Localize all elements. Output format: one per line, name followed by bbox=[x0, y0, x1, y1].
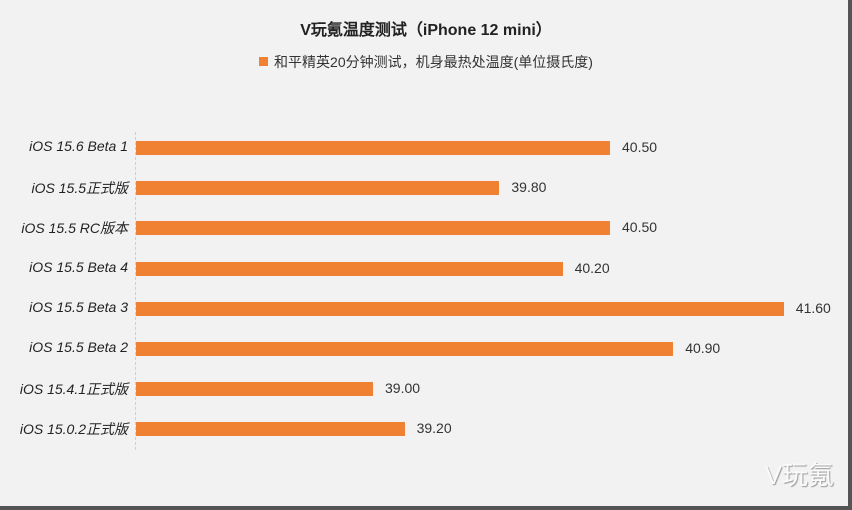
bar bbox=[136, 181, 500, 196]
value-label: 40.90 bbox=[685, 340, 721, 356]
value-label: 40.20 bbox=[574, 259, 610, 276]
watermark: V玩氪 bbox=[764, 460, 834, 490]
bar-row: iOS 15.5 RC版本 40.50 bbox=[0, 219, 852, 237]
legend: 和平精英20分钟测试，机身最热处温度(单位摄氏度) bbox=[0, 52, 852, 72]
value-label: 39.00 bbox=[385, 380, 421, 397]
bar bbox=[136, 382, 373, 397]
bar bbox=[136, 261, 563, 276]
bar-row: iOS 15.0.2正式版 39.20 bbox=[0, 420, 852, 438]
legend-swatch bbox=[259, 57, 269, 66]
bar bbox=[136, 141, 610, 155]
bar bbox=[136, 301, 784, 316]
category-label: iOS 15.5 Beta 4 bbox=[29, 258, 128, 275]
bar bbox=[136, 342, 674, 356]
value-label: 41.60 bbox=[795, 299, 831, 316]
legend-label: 和平精英20分钟测试，机身最热处温度(单位摄氏度) bbox=[274, 54, 593, 70]
chart-title: V玩氪温度测试（iPhone 12 mini） bbox=[300, 22, 552, 39]
category-label: iOS 15.5 Beta 2 bbox=[29, 339, 128, 355]
bar-row: iOS 15.5 Beta 3 41.60 bbox=[0, 298, 852, 317]
bar bbox=[136, 422, 405, 437]
category-label: iOS 15.4.1正式版 bbox=[19, 381, 128, 398]
category-label: iOS 15.6 Beta 1 bbox=[29, 138, 128, 154]
category-label: iOS 15.5正式版 bbox=[31, 180, 128, 197]
value-label: 40.50 bbox=[622, 139, 658, 155]
y-axis bbox=[135, 132, 136, 450]
bar-row: iOS 15.5 Beta 2 40.90 bbox=[0, 339, 852, 357]
value-label: 39.20 bbox=[416, 420, 452, 437]
bar bbox=[136, 221, 610, 236]
value-label: 39.80 bbox=[511, 179, 547, 196]
bar-row: iOS 15.5 Beta 4 40.20 bbox=[0, 258, 852, 277]
bar-row: iOS 15.5正式版 39.80 bbox=[0, 179, 852, 197]
value-label: 40.50 bbox=[622, 219, 658, 236]
category-label: iOS 15.5 RC版本 bbox=[21, 220, 128, 237]
bar-row: iOS 15.4.1正式版 39.00 bbox=[0, 380, 852, 398]
category-label: iOS 15.0.2正式版 bbox=[19, 421, 128, 438]
bar-row: iOS 15.6 Beta 1 40.50 bbox=[0, 138, 852, 156]
category-label: iOS 15.5 Beta 3 bbox=[29, 298, 128, 315]
